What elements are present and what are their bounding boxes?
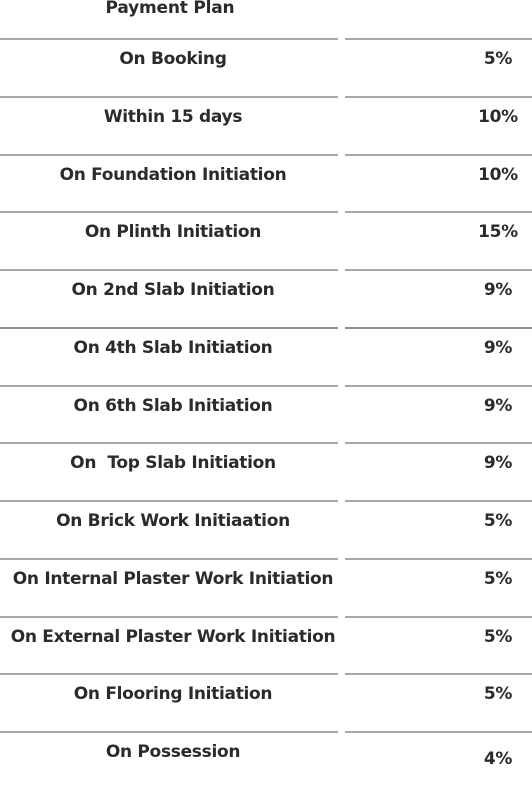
milestone-label: On 6th Slab Initiation xyxy=(73,395,273,416)
milestone-label: On Foundation Initiation xyxy=(59,164,287,185)
row-divider-right xyxy=(345,673,532,676)
milestone-label: On Booking xyxy=(119,49,227,69)
table-row: On 2nd Slab Initiation 9% xyxy=(0,269,532,327)
row-divider-right xyxy=(345,211,532,214)
milestone-percentage: 5% xyxy=(483,49,513,69)
payment-plan-title: Payment Plan xyxy=(105,0,235,18)
milestone-percentage: 15% xyxy=(478,222,518,243)
row-divider-left xyxy=(0,211,338,214)
milestone-label: On Brick Work Initiaation xyxy=(56,511,290,531)
milestone-label: On Top Slab Initiation xyxy=(70,453,276,474)
row-divider-left xyxy=(0,384,338,387)
milestone-percentage: 9% xyxy=(483,280,513,300)
payment-plan-table: On Booking 5% Within 15 days 10% On Foun… xyxy=(0,38,532,789)
milestone-label: Within 15 days xyxy=(103,106,243,127)
milestone-label: On Flooring Initiation xyxy=(73,684,273,705)
table-row: On Top Slab Initiation 9% xyxy=(0,442,532,500)
row-divider-left xyxy=(0,153,338,156)
row-divider-left xyxy=(0,442,338,445)
row-divider-left xyxy=(0,731,338,733)
row-divider-right xyxy=(345,615,532,618)
row-divider-left xyxy=(0,269,338,271)
row-divider-left xyxy=(0,673,338,676)
row-divider-left xyxy=(0,615,338,618)
table-row: On Possession 4% xyxy=(0,731,532,789)
milestone-label: On Plinth Initiation xyxy=(84,222,262,243)
milestone-label: On 2nd Slab Initiation xyxy=(71,280,275,300)
row-divider-right xyxy=(345,442,532,445)
row-divider-left xyxy=(0,38,338,40)
milestone-label: On Possession xyxy=(105,742,241,762)
table-row: On Plinth Initiation 15% xyxy=(0,211,532,269)
row-divider-left xyxy=(0,500,338,502)
row-divider-left xyxy=(0,557,338,560)
row-divider-right xyxy=(345,557,532,560)
row-divider-right xyxy=(345,500,532,502)
row-divider-right xyxy=(345,326,532,329)
milestone-label: On Internal Plaster Work Initiation xyxy=(12,568,334,589)
row-divider-right xyxy=(345,731,532,733)
milestone-percentage: 9% xyxy=(483,337,513,358)
row-divider-right xyxy=(345,95,532,98)
table-row: On Internal Plaster Work Initiation 5% xyxy=(0,557,532,616)
milestone-percentage: 4% xyxy=(483,749,513,769)
milestone-label: On 4th Slab Initiation xyxy=(73,337,273,358)
table-row: On 6th Slab Initiation 9% xyxy=(0,384,532,443)
table-row: On 4th Slab Initiation 9% xyxy=(0,326,532,385)
table-row: On Brick Work Initiaation 5% xyxy=(0,500,532,558)
milestone-percentage: 5% xyxy=(483,568,513,589)
row-divider-right xyxy=(345,38,532,40)
row-divider-left xyxy=(0,95,338,98)
table-row: On Flooring Initiation 5% xyxy=(0,673,532,731)
table-row: Within 15 days 10% xyxy=(0,95,532,154)
row-divider-right xyxy=(345,269,532,271)
milestone-percentage: 5% xyxy=(483,626,513,647)
row-divider-left xyxy=(0,326,338,329)
table-row: On Booking 5% xyxy=(0,38,532,96)
table-row: On External Plaster Work Initiation 5% xyxy=(0,615,532,674)
milestone-percentage: 5% xyxy=(483,511,513,531)
row-divider-right xyxy=(345,153,532,156)
row-divider-right xyxy=(345,384,532,387)
milestone-percentage: 9% xyxy=(483,453,513,474)
milestone-percentage: 10% xyxy=(478,164,518,185)
milestone-label: On External Plaster Work Initiation xyxy=(10,626,336,647)
milestone-percentage: 9% xyxy=(483,395,513,416)
milestone-percentage: 5% xyxy=(483,684,513,705)
milestone-percentage: 10% xyxy=(478,106,518,127)
table-row: On Foundation Initiation 10% xyxy=(0,153,532,212)
